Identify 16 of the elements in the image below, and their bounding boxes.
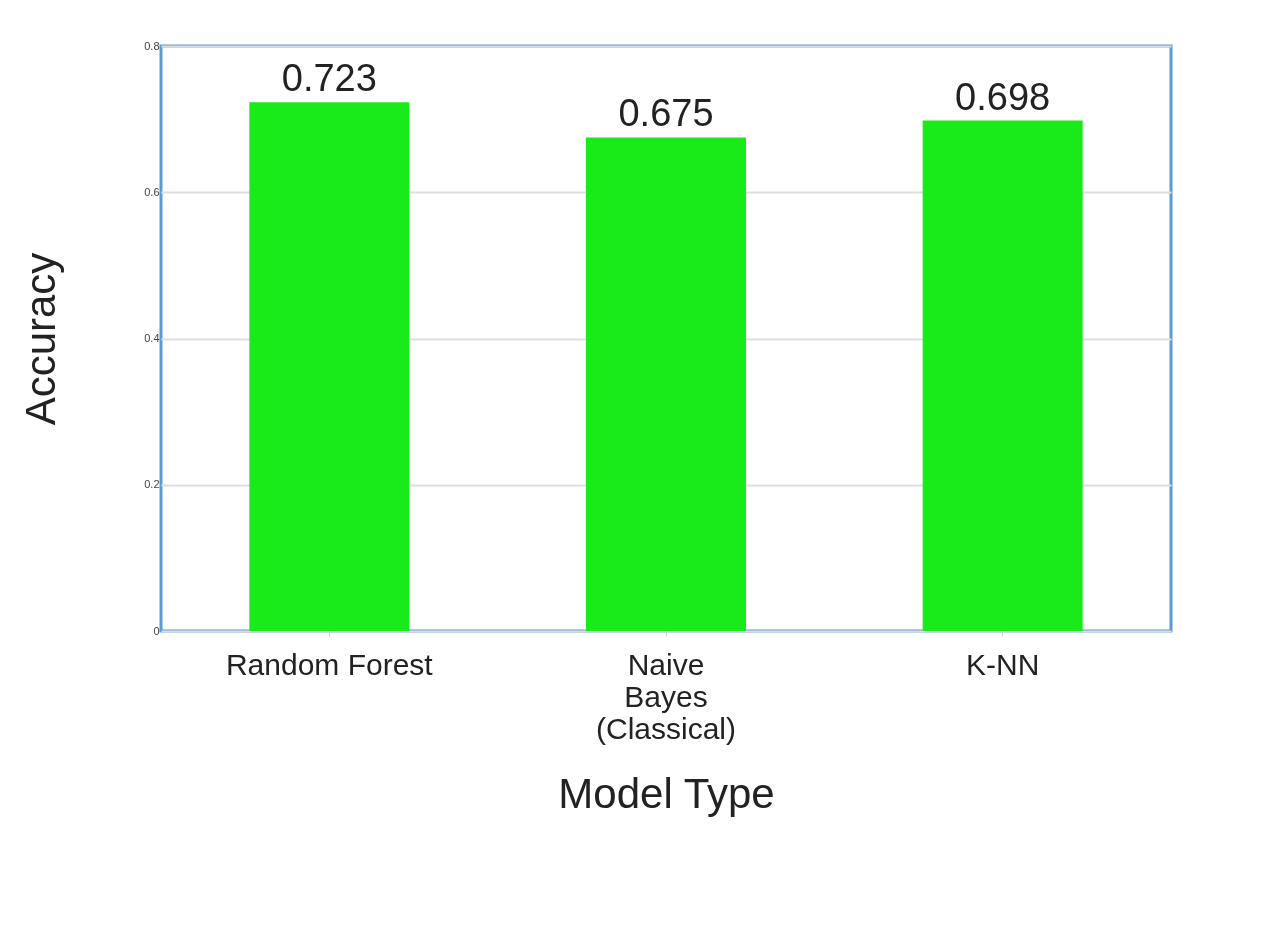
- y-axis-title: Accuracy: [17, 252, 65, 426]
- y-tick-label: 0.6: [144, 185, 160, 198]
- y-tick-label: 0.2: [144, 478, 160, 491]
- x-tick-label: Random Forest: [225, 647, 434, 681]
- y-tick-label: 0.8: [144, 39, 160, 52]
- data-label: 0.698: [955, 75, 1051, 118]
- bar: [249, 102, 410, 631]
- y-tick-label: 0: [153, 624, 160, 637]
- x-axis-title: Model Type: [558, 769, 775, 817]
- bar: [586, 137, 746, 631]
- data-label: 0.723: [281, 57, 377, 100]
- y-tick-label: 0.4: [144, 332, 160, 344]
- x-tick-label: K-NN: [965, 647, 1040, 681]
- data-label: 0.675: [618, 92, 714, 135]
- bar: [922, 120, 1083, 631]
- x-tick-label: Naive Bayes (Classical): [595, 647, 737, 745]
